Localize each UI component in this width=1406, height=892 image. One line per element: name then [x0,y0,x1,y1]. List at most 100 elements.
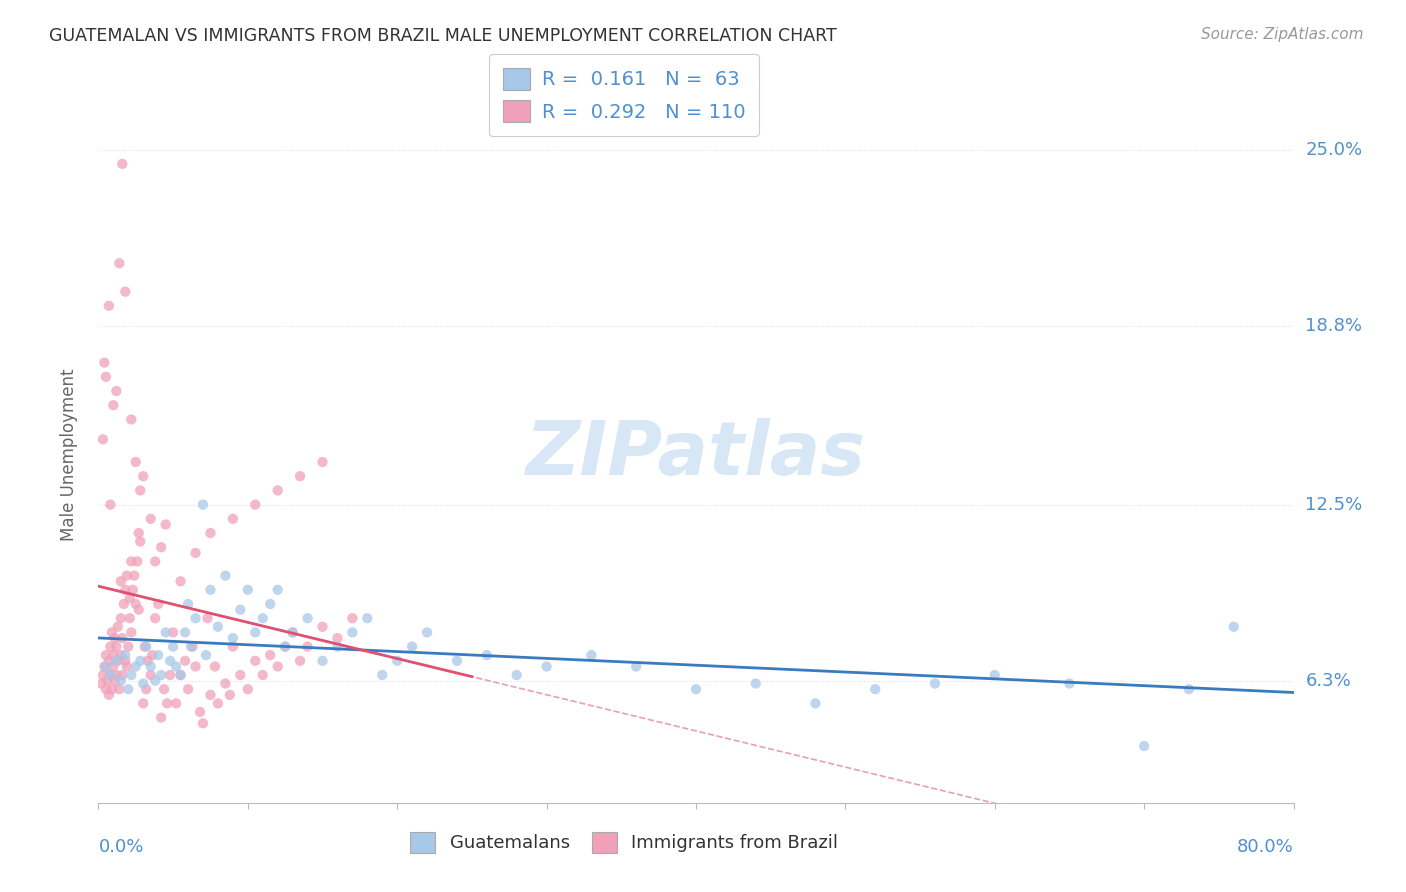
Point [94,682,117,697]
Point [101,625,124,640]
Point [105,640,128,654]
Point [214,676,236,690]
Point [200,526,222,541]
Point [139,659,162,673]
Point [114,582,136,597]
Point [139,512,162,526]
Point [97,688,120,702]
Point [148,648,170,662]
Point [127,554,149,568]
Point [236,582,259,597]
Point [281,625,304,640]
Point [1059,676,1081,690]
Point [475,648,498,662]
Point [165,697,187,711]
Point [165,659,187,673]
Point [326,631,349,645]
Point [148,597,170,611]
Point [245,625,267,640]
Point [200,582,222,597]
Point [98,668,122,682]
Point [111,157,134,171]
Point [159,654,181,668]
Point [97,654,120,668]
Point [132,676,155,690]
Point [107,620,129,634]
Point [342,625,364,640]
Point [114,654,136,668]
Point [120,554,142,568]
Point [112,597,135,611]
Point [342,611,364,625]
Point [132,469,155,483]
Point [104,673,127,688]
Point [219,688,242,702]
Point [101,682,124,697]
Point [156,697,179,711]
Point [110,574,132,589]
Point [117,682,139,697]
Point [184,546,207,560]
Point [401,640,423,654]
Point [118,611,141,625]
Point [297,640,319,654]
Point [120,412,142,426]
Point [135,682,157,697]
Point [97,299,120,313]
Text: 18.8%: 18.8% [1306,317,1362,334]
Point [184,659,207,673]
Point [128,603,150,617]
Point [103,659,125,673]
Point [159,668,181,682]
Point [804,697,827,711]
Point [506,668,529,682]
Text: 25.0%: 25.0% [1306,141,1362,159]
Point [141,648,163,662]
Point [121,582,143,597]
Point [98,668,122,682]
Point [236,682,259,697]
Point [207,620,229,634]
Point [229,668,252,682]
Point [184,611,207,625]
Point [117,640,139,654]
Point [120,668,142,682]
Legend: Guatemalans, Immigrants from Brazil: Guatemalans, Immigrants from Brazil [399,821,849,863]
Point [311,455,333,469]
Point [129,483,152,498]
Point [128,526,150,541]
Text: ZIPatlas: ZIPatlas [526,418,866,491]
Point [110,611,132,625]
Point [118,591,141,606]
Point [177,682,200,697]
Point [281,625,304,640]
Point [91,668,114,682]
Point [204,659,226,673]
Point [105,668,128,682]
Point [252,611,274,625]
Point [222,631,245,645]
Point [110,648,132,662]
Point [143,611,166,625]
Text: GUATEMALAN VS IMMIGRANTS FROM BRAZIL MALE UNEMPLOYMENT CORRELATION CHART: GUATEMALAN VS IMMIGRANTS FROM BRAZIL MAL… [49,27,837,45]
Point [267,659,290,673]
Point [115,659,138,673]
Point [111,631,134,645]
Point [288,654,311,668]
Point [267,582,290,597]
Point [169,668,191,682]
Point [120,625,142,640]
Point [207,697,229,711]
Point [326,640,349,654]
Point [385,654,409,668]
Point [108,256,131,270]
Point [143,673,166,688]
Point [114,285,136,299]
Point [150,710,173,724]
Point [191,716,214,731]
Point [214,568,236,582]
Point [150,668,173,682]
Point [169,668,191,682]
Point [174,654,197,668]
Point [134,640,156,654]
